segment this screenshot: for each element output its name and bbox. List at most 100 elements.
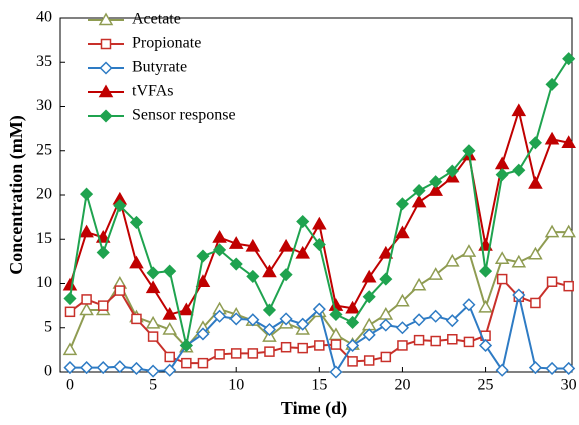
marker: [395, 197, 410, 211]
marker: [379, 318, 393, 332]
marker: [146, 266, 160, 280]
marker: [262, 264, 277, 278]
marker: [346, 315, 360, 330]
marker: [80, 187, 94, 201]
legend-label: Propionate: [132, 35, 201, 52]
marker: [429, 175, 443, 189]
legend-marker: [100, 38, 112, 50]
marker: [412, 313, 426, 327]
marker: [528, 136, 542, 150]
marker: [228, 236, 244, 249]
x-tick-label: 30: [561, 377, 577, 394]
marker: [495, 168, 509, 182]
marker: [445, 314, 459, 328]
y-tick-label: 20: [36, 186, 52, 203]
marker: [330, 339, 342, 350]
legend-label: Butyrate: [132, 59, 187, 76]
legend-marker: [99, 109, 113, 123]
marker: [164, 351, 175, 363]
marker: [347, 356, 358, 367]
marker: [145, 315, 161, 329]
marker: [295, 245, 310, 259]
marker: [113, 360, 127, 374]
marker: [395, 225, 410, 239]
marker: [428, 183, 443, 196]
marker: [129, 255, 144, 269]
marker: [212, 229, 227, 243]
marker: [395, 321, 410, 335]
y-tick-label: 30: [36, 97, 52, 114]
y-tick-label: 35: [36, 53, 52, 70]
marker: [262, 303, 277, 317]
marker: [114, 285, 126, 296]
marker: [196, 249, 210, 263]
marker: [428, 267, 443, 280]
marker: [229, 312, 243, 326]
x-tick-label: 0: [66, 377, 74, 394]
marker: [494, 156, 510, 170]
marker: [545, 361, 559, 376]
y-tick-label: 0: [44, 363, 52, 380]
marker: [246, 269, 260, 283]
marker: [363, 355, 375, 366]
marker: [297, 342, 308, 354]
marker: [262, 322, 277, 337]
marker: [412, 184, 426, 198]
legend-label: tVFAs: [132, 83, 174, 100]
marker: [163, 363, 177, 377]
marker: [546, 276, 558, 287]
marker: [362, 290, 376, 304]
marker: [247, 348, 259, 359]
marker: [312, 237, 326, 252]
marker: [81, 294, 92, 305]
marker: [561, 224, 576, 238]
marker: [213, 243, 227, 257]
marker: [430, 335, 441, 347]
marker: [64, 306, 76, 318]
marker: [345, 300, 360, 314]
marker: [145, 280, 161, 294]
marker: [214, 349, 225, 360]
marker: [245, 238, 261, 252]
marker: [314, 340, 325, 351]
marker: [528, 361, 542, 375]
marker: [131, 313, 142, 325]
x-tick-label: 15: [311, 377, 327, 394]
marker: [561, 135, 576, 149]
x-tick-label: 20: [394, 377, 410, 394]
marker: [462, 144, 476, 158]
y-tick-label: 25: [36, 141, 52, 158]
marker: [494, 251, 510, 264]
marker: [478, 299, 493, 313]
y-tick-label: 5: [44, 318, 52, 335]
marker: [196, 327, 210, 341]
marker: [445, 164, 459, 178]
marker: [97, 300, 109, 311]
marker: [229, 257, 243, 271]
marker: [411, 277, 427, 291]
marker: [312, 216, 327, 230]
marker: [511, 254, 527, 268]
marker: [147, 331, 159, 342]
marker: [181, 357, 192, 369]
marker: [246, 313, 260, 327]
marker: [380, 351, 392, 363]
marker: [397, 340, 408, 351]
marker: [447, 334, 458, 345]
marker: [329, 307, 343, 322]
legend-marker: [98, 12, 114, 26]
marker: [445, 253, 460, 267]
marker: [296, 214, 310, 229]
marker: [162, 306, 178, 320]
marker: [379, 272, 393, 286]
marker: [179, 302, 194, 316]
marker: [264, 346, 275, 357]
marker: [296, 317, 310, 331]
marker: [495, 363, 509, 377]
legend-marker: [98, 84, 114, 98]
marker: [346, 338, 360, 353]
marker: [79, 224, 94, 238]
marker: [478, 338, 493, 353]
marker: [63, 291, 77, 306]
marker: [395, 293, 410, 307]
